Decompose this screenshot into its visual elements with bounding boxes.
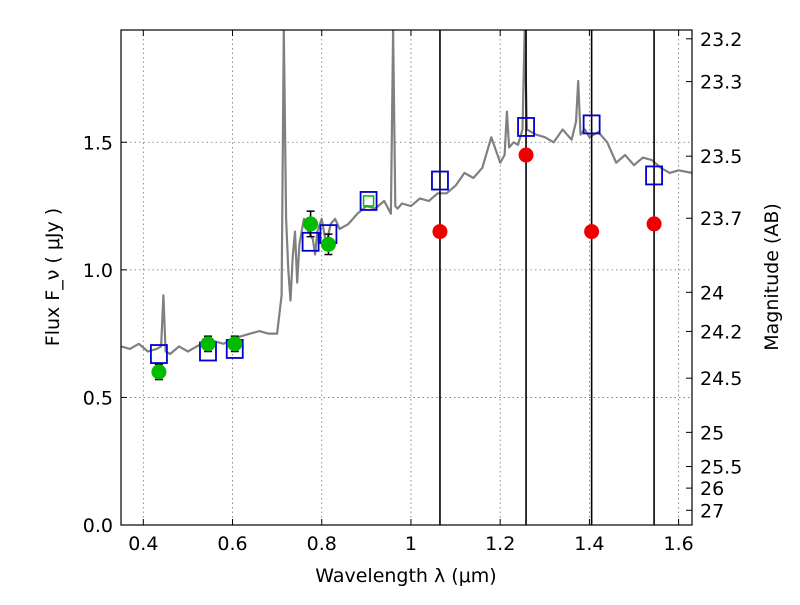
y-right-axis-title: Magnitude (AB) [761, 203, 783, 351]
x-tick-label: 0.4 [128, 533, 158, 555]
mag-tick-label: 24.5 [700, 368, 742, 390]
mag-tick-label: 23.5 [700, 146, 742, 168]
x-tick-label: 0.8 [307, 533, 337, 555]
upper-limit-point [646, 216, 662, 232]
detection-point [303, 216, 319, 232]
grid-lines [121, 30, 692, 525]
y-tick-label: 0.0 [83, 515, 113, 537]
y-tick-label: 1.5 [83, 132, 113, 154]
x-tick-label: 1.4 [574, 533, 604, 555]
x-tick-label: 1.6 [664, 533, 694, 555]
mag-tick-label: 25.5 [700, 457, 742, 479]
x-tick-label: 0.6 [217, 533, 247, 555]
mag-tick-label: 23.2 [700, 29, 742, 51]
tick-layer: 0.4 0.6 0.8 1 1.2 1.4 1.6 0.0 0.5 1.0 1.5 23.2 23.3 2… [83, 29, 743, 555]
mag-tick-label: 23.7 [700, 208, 742, 230]
y-tick-label: 1.0 [83, 260, 113, 282]
detection-point [151, 364, 167, 380]
x-axis-title: Wavelength λ (μm) [315, 565, 496, 587]
plot-frame [120, 29, 693, 526]
model-photometry-square [431, 170, 449, 191]
mag-tick-label: 25 [700, 422, 724, 444]
model-photometry-square [645, 165, 663, 186]
markers [150, 114, 663, 381]
detection-point [227, 336, 243, 352]
model-photometry-square [517, 117, 535, 137]
x-tick-label: 1 [405, 533, 417, 555]
upper-limit-point [584, 224, 600, 240]
detection-square [362, 195, 375, 207]
y-axis-title: Flux F_ν ( μJy ) [42, 208, 64, 346]
model-photometry-square [150, 344, 168, 364]
mag-tick-label: 24 [700, 282, 724, 304]
model-photometry-square [582, 114, 601, 135]
y-tick-label: 0.5 [83, 387, 113, 409]
vertical-lines [439, 30, 655, 525]
detection-point [320, 236, 336, 252]
mag-tick-label: 23.3 [700, 72, 742, 94]
detection-point [200, 336, 216, 352]
spectrum-line [121, 30, 692, 356]
x-tick-label: 1.2 [485, 533, 515, 555]
mag-tick-label: 26 [700, 478, 724, 500]
mag-tick-label: 27 [700, 500, 724, 522]
upper-limit-point [432, 224, 448, 240]
mag-tick-label: 24.2 [700, 321, 742, 343]
model-photometry-square [359, 191, 378, 211]
spectrum-layer [121, 30, 692, 356]
upper-limit-point [518, 147, 534, 163]
